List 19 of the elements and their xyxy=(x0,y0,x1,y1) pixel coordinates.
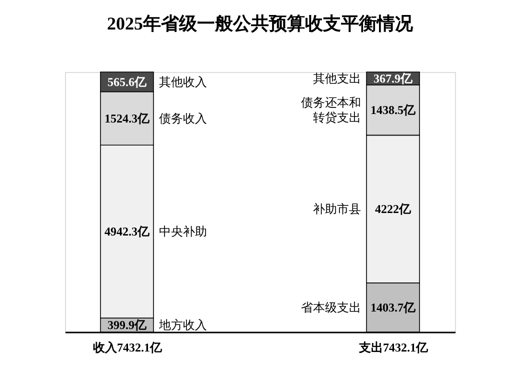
chart-title: 2025年省级一般公共预算收支平衡情况 xyxy=(107,14,414,34)
data-label: 1524.3亿 xyxy=(104,111,150,126)
data-label: 399.9亿 xyxy=(107,318,148,332)
x-tick-label: 收入7432.1亿 xyxy=(92,340,163,354)
data-label: 4942.3亿 xyxy=(104,224,150,239)
annotation: 其他收入 xyxy=(158,74,207,89)
data-label: 4222亿 xyxy=(375,202,412,216)
data-label: 367.9亿 xyxy=(374,71,414,86)
x-tick-label: 支出7432.1亿 xyxy=(358,340,430,354)
data-label: 565.6亿 xyxy=(107,74,148,89)
annotation: 债务收入 xyxy=(158,111,207,126)
annotation: 地方收入 xyxy=(158,318,207,332)
data-label: 1438.5亿 xyxy=(370,103,417,118)
annotation: 省本级支出 xyxy=(301,300,362,314)
annotation: 中央补助 xyxy=(158,224,207,239)
annotation: 补助市县 xyxy=(313,202,362,216)
annotation: 债务还本和转贷支出 xyxy=(301,96,362,125)
data-label: 1403.7亿 xyxy=(370,300,417,314)
annotation: 其他支出 xyxy=(313,71,362,86)
